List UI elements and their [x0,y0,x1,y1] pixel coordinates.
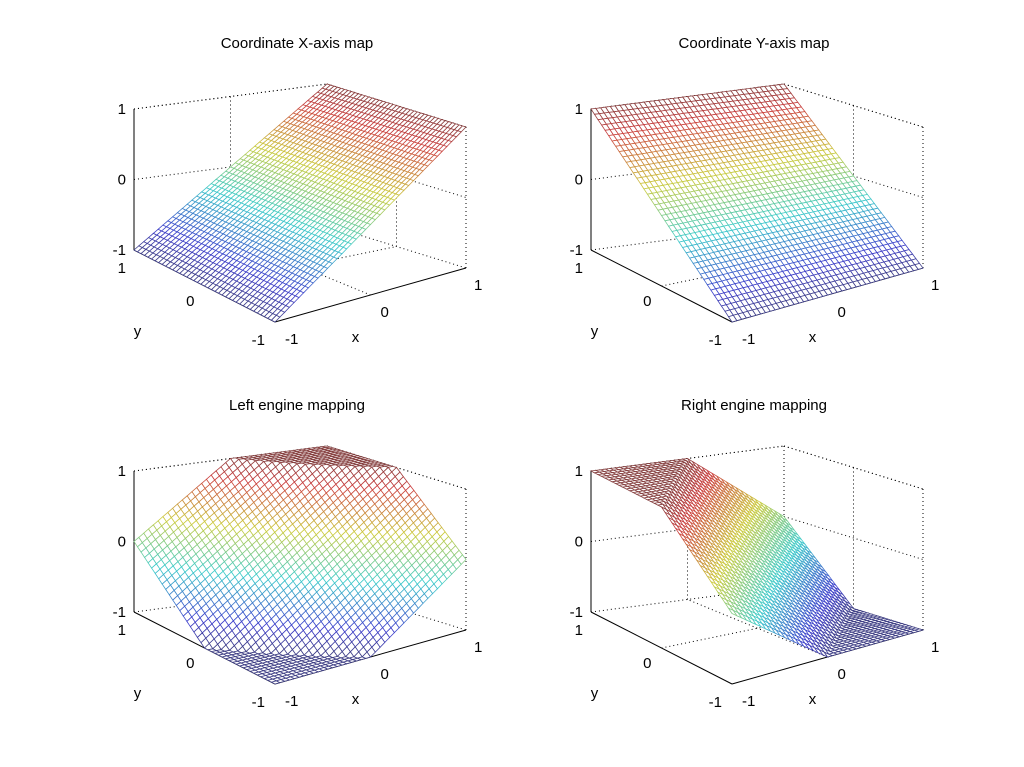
surface-mesh [133,83,467,323]
y-axis-label: y [591,323,599,340]
z-tick-label: 1 [118,101,126,118]
y-tick-label: 1 [118,260,126,277]
subplot-title: Left engine mapping [229,397,365,414]
x-axis-label: x [352,329,360,346]
x-tick-label: 0 [381,304,389,321]
y-tick-label: -1 [252,332,265,349]
x-axis-line [274,267,467,323]
z-tick-label: 0 [118,172,126,189]
x-tick-label: -1 [285,693,298,710]
grid-line [133,83,328,110]
y-tick-label: 0 [643,293,651,310]
subplot-title: Coordinate Y-axis map [679,35,830,52]
x-tick-label: 0 [838,304,846,321]
z-tick-label: 0 [575,172,583,189]
x-tick-label: 1 [474,639,482,656]
y-tick-label: -1 [709,332,722,349]
surface-mesh [589,458,925,658]
z-tick-label: 1 [575,101,583,118]
subplot-title: Coordinate X-axis map [221,35,374,52]
subplot-title: Right engine mapping [681,397,827,414]
y-tick-label: -1 [252,694,265,711]
x-axis-label: x [352,691,360,708]
y-tick-label: 1 [118,622,126,639]
x-tick-label: 0 [381,666,389,683]
x-tick-label: 1 [474,277,482,294]
x-tick-label: 1 [931,277,939,294]
x-tick-label: -1 [285,331,298,348]
surface-mesh [133,445,467,685]
z-tick-label: 1 [118,463,126,480]
y-tick-label: 0 [186,655,194,672]
z-tick-label: 0 [118,534,126,551]
x-tick-label: -1 [742,331,755,348]
z-tick-label: -1 [113,242,126,259]
x-axis-label: x [809,329,817,346]
y-axis-label: y [134,323,142,340]
grid-line [783,445,924,490]
y-tick-label: 0 [186,293,194,310]
surface-mesh [590,83,924,323]
z-tick-label: -1 [570,242,583,259]
z-tick-label: -1 [113,604,126,621]
y-axis-line [590,611,733,685]
y-tick-label: 1 [575,260,583,277]
y-axis-label: y [134,685,142,702]
grid-line [133,154,328,180]
